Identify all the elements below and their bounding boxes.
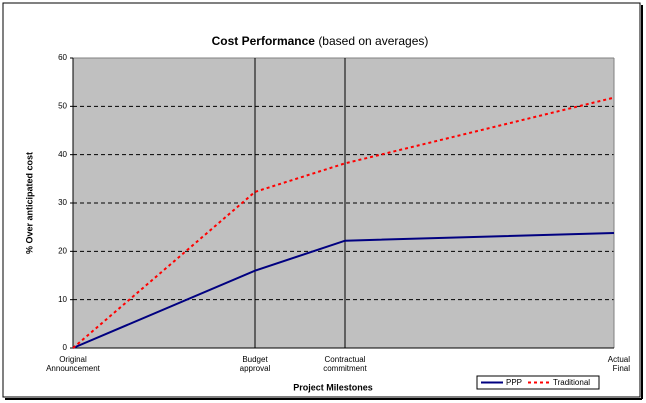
legend-label: PPP (506, 378, 522, 387)
chart-title: Cost Performance (212, 34, 316, 48)
x-tick-label: Budget approval (239, 355, 271, 373)
y-axis-title: % Over anticipated cost (24, 152, 34, 254)
plot-area (73, 58, 614, 348)
series-line (72, 231, 615, 349)
y-tick-label: 30 (58, 198, 67, 207)
x-tick-label: Contractual commitment (323, 355, 367, 373)
x-tick-label: Original Announcement (46, 355, 100, 373)
x-tick-label: Actual Final (607, 355, 630, 373)
chart-title-group: Cost Performance (based on averages) (212, 34, 429, 48)
y-tick-label: 10 (58, 295, 67, 304)
y-tick-label: 50 (58, 101, 67, 110)
y-tick-label: 60 (58, 53, 67, 62)
legend-box (476, 375, 600, 390)
y-tick-label: 0 (63, 343, 68, 352)
x-axis-title: Project Milestones (293, 382, 373, 392)
chart-subtitle: (based on averages) (318, 34, 428, 48)
legend-label: Traditional (553, 378, 590, 387)
y-tick-label: 20 (58, 246, 67, 255)
y-tick-label: 40 (58, 150, 67, 159)
